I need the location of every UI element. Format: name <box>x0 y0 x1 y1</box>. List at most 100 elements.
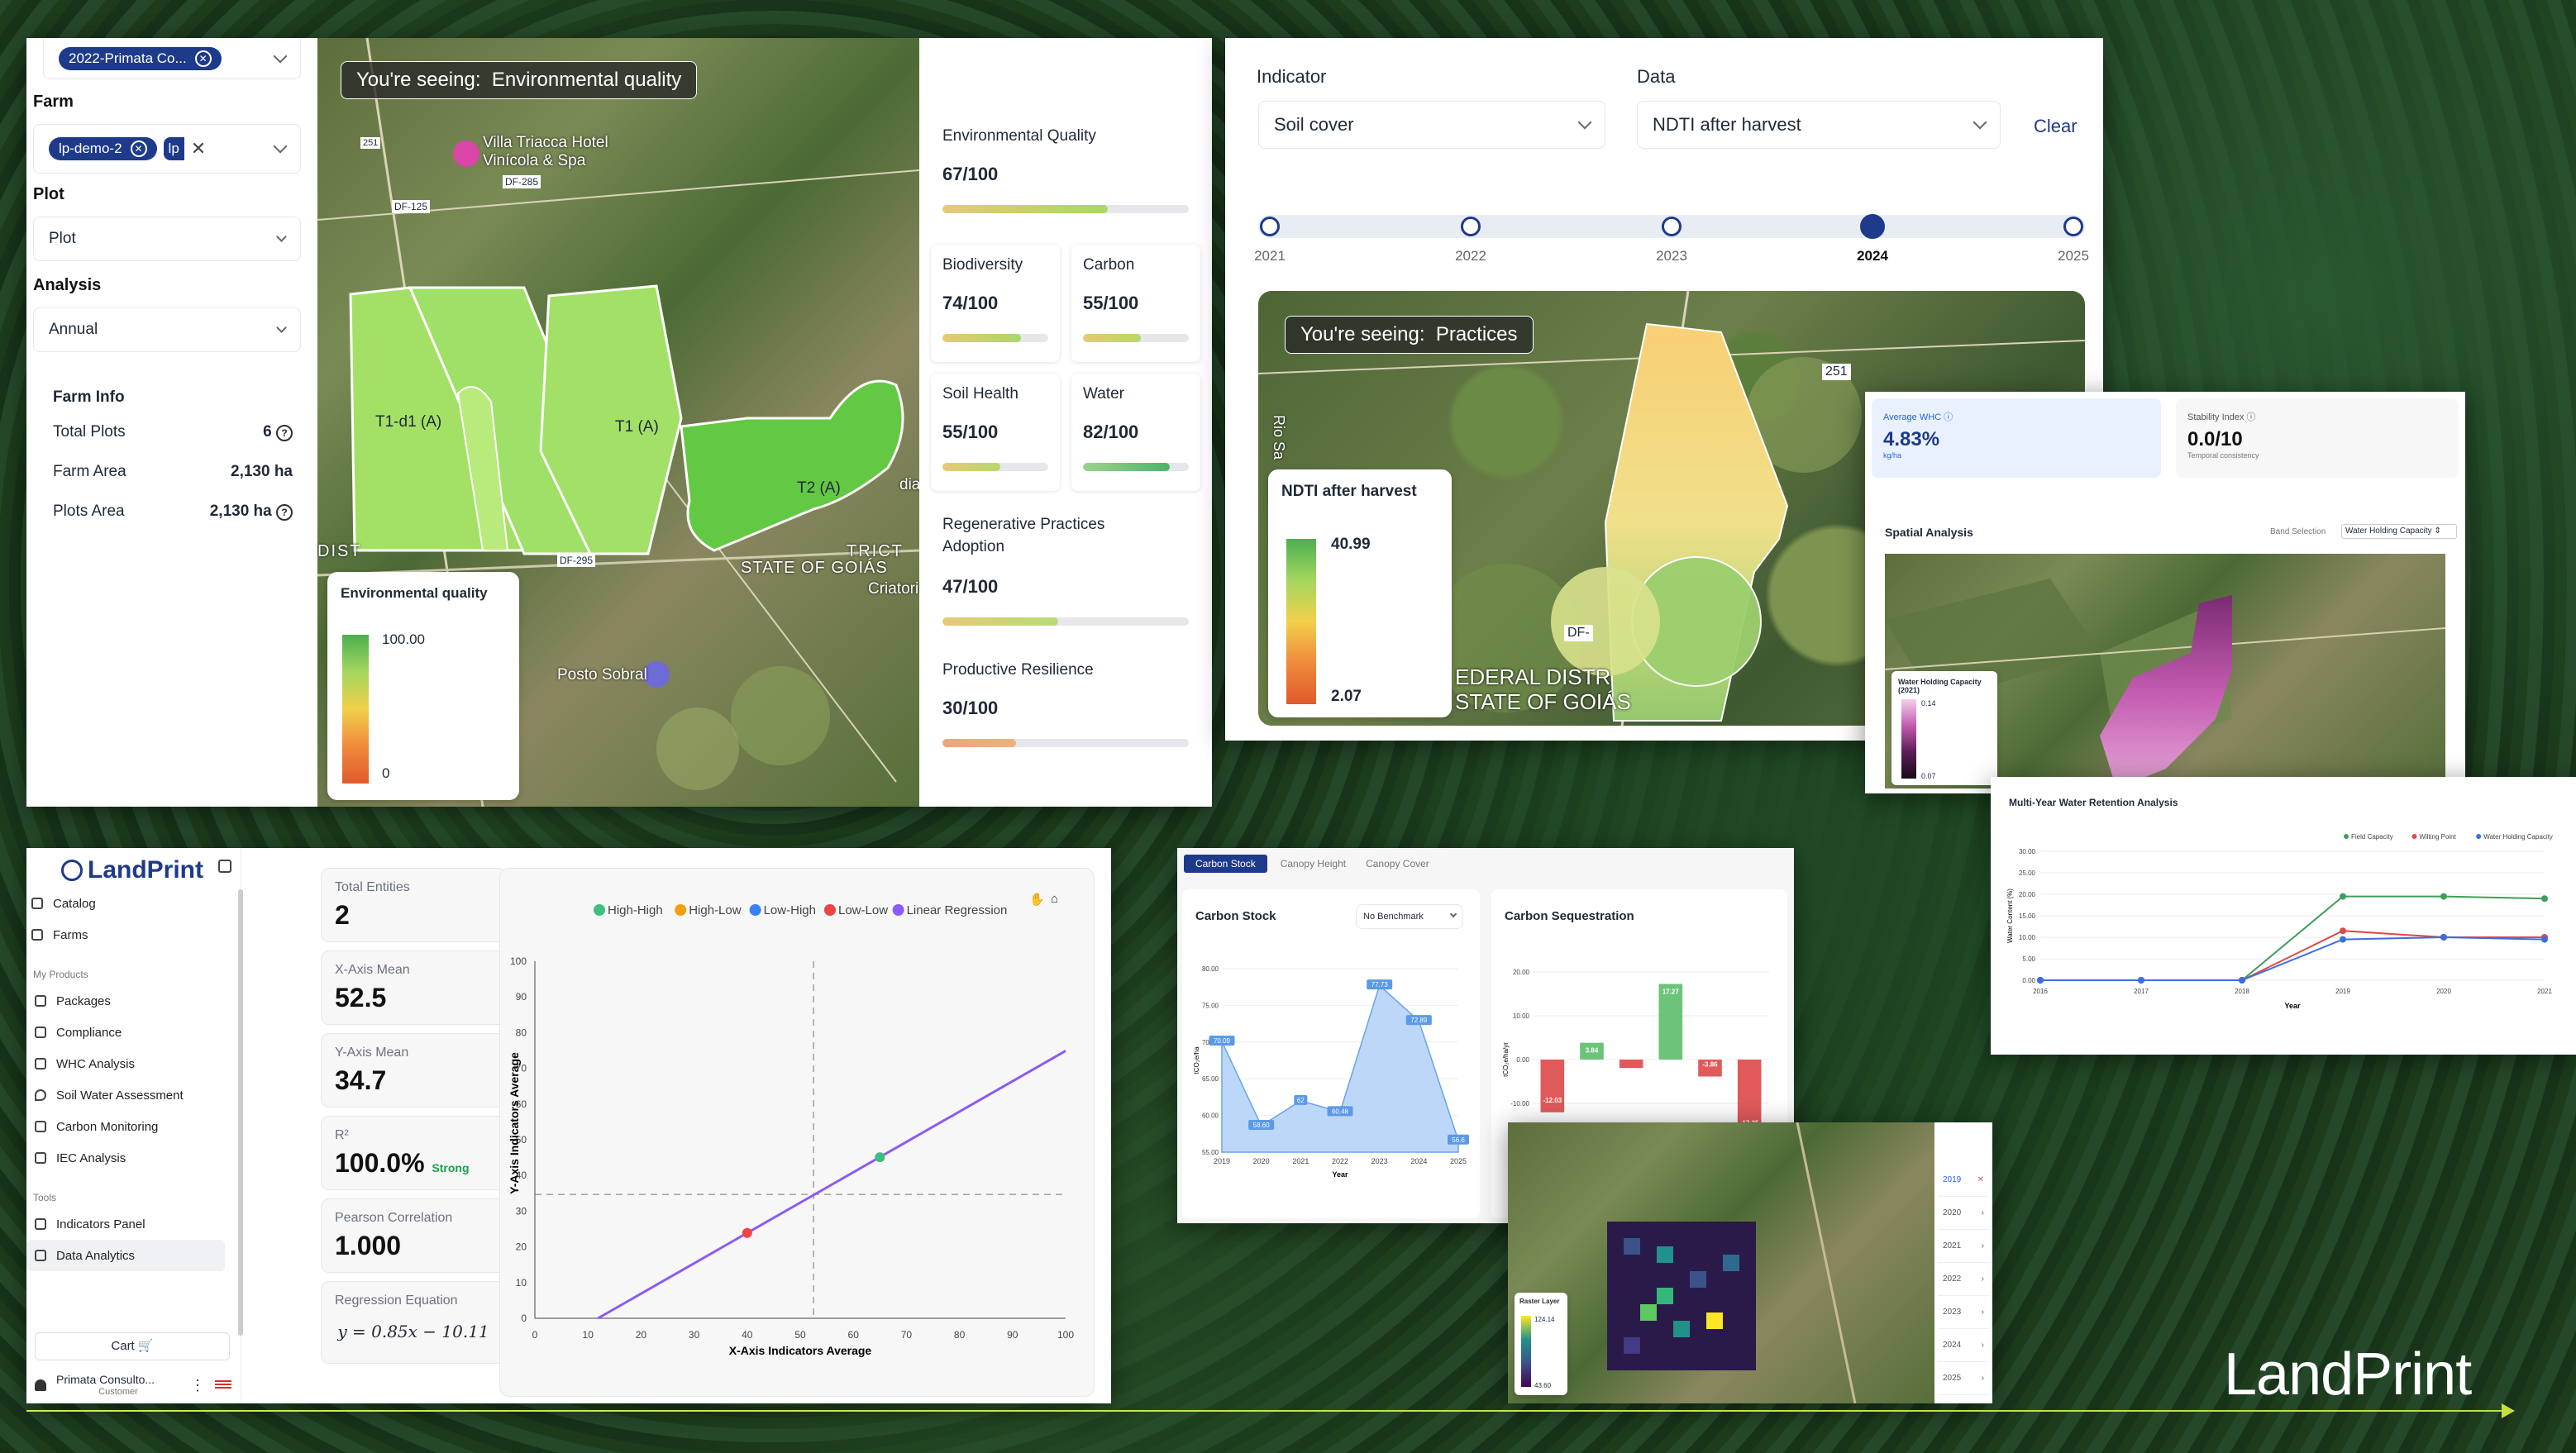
data-label: 62 <box>1297 1097 1305 1104</box>
clear-icon[interactable]: ✕ <box>190 138 207 159</box>
legend-max: 40.99 <box>1331 536 1371 553</box>
help-icon[interactable]: ? <box>276 425 293 441</box>
raster-year-2022[interactable]: 2022 › <box>1938 1263 1989 1296</box>
label-rio: Rio Sa <box>1271 415 1287 460</box>
score-bar <box>942 739 1189 747</box>
score-bar-fill <box>942 739 1017 747</box>
poi-posto-sobral[interactable]: Posto Sobral <box>557 666 647 684</box>
sidebar-scrollbar[interactable] <box>238 889 243 1336</box>
raster-year-2024[interactable]: 2024 › <box>1938 1329 1989 1362</box>
score-soil-health[interactable]: Soil Health 55/100 <box>931 374 1060 491</box>
year-stop-2021[interactable] <box>1260 217 1280 236</box>
raster-year-2023[interactable]: 2023 › <box>1938 1296 1989 1329</box>
year-slider[interactable]: 2021 2022 2023 2024 2025 <box>1254 208 2089 274</box>
help-icon[interactable]: ⓘ <box>2246 412 2256 422</box>
flag-icon[interactable] <box>215 1380 231 1390</box>
stat-regression: Regression Equation y = 0.85x − 10.11 <box>321 1281 506 1364</box>
chart-icon <box>35 1152 46 1164</box>
sidebar-item-whc[interactable]: WHC Analysis <box>26 1048 233 1079</box>
sidebar-item-compliance[interactable]: Compliance <box>26 1017 233 1048</box>
sidebar-item-label: Carbon Monitoring <box>56 1119 159 1134</box>
tab-carbon-stock[interactable]: Carbon Stock <box>1184 855 1267 873</box>
score-env-quality[interactable]: Environmental Quality 67/100 <box>931 116 1200 256</box>
cart-button[interactable]: Cart 🛒 <box>35 1332 230 1360</box>
data-select[interactable]: NDTI after harvest <box>1637 101 2001 149</box>
farm-chip-overflow[interactable]: lp <box>163 137 184 160</box>
raster-year-label: 2021 <box>1943 1241 1962 1251</box>
cart-label: Cart <box>111 1339 135 1353</box>
help-icon[interactable]: ⓘ <box>1944 412 1953 422</box>
filter-select[interactable]: 2022-Primata Co... ✕ <box>43 38 301 79</box>
analysis-select[interactable]: Annual <box>33 307 301 352</box>
whc-icon <box>35 1058 46 1070</box>
close-icon[interactable]: ✕ <box>194 50 212 67</box>
env-legend: Environmental quality 100.00 0 <box>327 572 519 800</box>
label-dia: dia <box>899 476 921 493</box>
year-stop-2024[interactable] <box>1860 214 1885 239</box>
score-water[interactable]: Water 82/100 <box>1071 374 1200 491</box>
more-icon[interactable]: ⋮ <box>190 1376 205 1393</box>
band-select[interactable]: Water Holding Capacity ⇕ <box>2341 524 2457 539</box>
plot-label-t1d1[interactable]: T1-d1 (A) <box>375 413 442 431</box>
sidebar-item-data-analytics[interactable]: Data Analytics <box>26 1240 225 1271</box>
farm-chip[interactable]: lp-demo-2 ✕ <box>49 137 157 160</box>
x-tick-label: 60 <box>848 1329 860 1341</box>
user-menu[interactable]: Primata Consulto... Customer ⋮ <box>35 1369 241 1402</box>
year-stop-2025[interactable] <box>2063 217 2083 236</box>
series-line <box>2040 936 2545 981</box>
sidebar-item-carbon[interactable]: Carbon Monitoring <box>26 1111 233 1142</box>
tab-canopy-height[interactable]: Canopy Height <box>1280 858 1347 869</box>
y-tick-label: 90 <box>516 991 527 1003</box>
env-map[interactable]: You're seeing: Environmental quality Vil… <box>317 38 921 807</box>
score-regen[interactable]: Regenerative Practices Adoption 47/100 <box>931 503 1200 668</box>
sidebar-item-catalog[interactable]: Catalog <box>26 888 233 919</box>
raster-year-2019[interactable]: 2019 ✕ <box>1938 1164 1989 1197</box>
plots-area-value: 2,130 ha <box>209 503 272 520</box>
hand-icon[interactable]: ✋ <box>1029 893 1045 907</box>
raster-year-2020[interactable]: 2020 › <box>1938 1197 1989 1230</box>
chevron-down-icon[interactable] <box>273 49 288 63</box>
clear-button[interactable]: Clear <box>2034 116 2077 136</box>
chevron-down-icon[interactable] <box>273 139 288 154</box>
raster-year-2025[interactable]: 2025 › <box>1938 1362 1989 1395</box>
avg-whc-card[interactable]: Average WHC ⓘ 4.83% kg/ha <box>1872 398 2161 478</box>
help-icon[interactable]: ? <box>276 504 293 521</box>
plot-select-value: Plot <box>49 230 76 247</box>
tab-canopy-cover[interactable]: Canopy Cover <box>1366 858 1429 869</box>
chevron-down-icon <box>1973 115 1987 130</box>
collapse-sidebar-icon[interactable] <box>218 860 231 873</box>
indicator-select[interactable]: Soil cover <box>1258 101 1605 149</box>
raster-year-label: 2023 <box>1943 1308 1962 1317</box>
stability-card[interactable]: Stability Index ⓘ 0.0/10 Temporal consis… <box>2176 398 2459 478</box>
raster-map[interactable]: Raster Layer 124.14 43.60 <box>1508 1122 1934 1403</box>
plot-label-t2[interactable]: T2 (A) <box>797 479 841 497</box>
raster-legend: Raster Layer 124.14 43.60 <box>1515 1293 1567 1395</box>
sidebar-item-farms[interactable]: Farms <box>26 919 233 950</box>
sidebar-item-soil-water[interactable]: Soil Water Assessment <box>26 1079 233 1111</box>
home-icon[interactable]: ⌂ <box>1051 892 1059 906</box>
raster-year-2021[interactable]: 2021 › <box>1938 1230 1989 1263</box>
logo[interactable]: LandPrint <box>61 856 203 884</box>
carbon-stock-card: Carbon Stock No Benchmark 55.00 60.00 65.0… <box>1182 889 1480 1218</box>
farm-select[interactable]: lp-demo-2 ✕ lp ✕ <box>33 124 301 174</box>
sidebar-item-indicators[interactable]: Indicators Panel <box>26 1208 233 1240</box>
plot-label-t1[interactable]: T1 (A) <box>615 418 659 436</box>
scatter-chart[interactable]: High-High High-Low Low-High Low-Low Linear R… <box>500 869 1095 1398</box>
sidebar-item-packages[interactable]: Packages <box>26 985 233 1017</box>
score-resilience[interactable]: Productive Resilience 30/100 <box>931 650 1200 790</box>
cart-icon: 🛒 <box>137 1339 154 1353</box>
filter-chip[interactable]: 2022-Primata Co... ✕ <box>59 46 222 70</box>
legend-swatch <box>2344 834 2349 839</box>
benchmark-select[interactable]: No Benchmark <box>1356 904 1463 929</box>
score-biodiversity[interactable]: Biodiversity 74/100 <box>931 245 1060 362</box>
y-tick-label: 20 <box>516 1241 527 1253</box>
year-stop-2022[interactable] <box>1461 217 1481 236</box>
y-tick-label: 60.00 <box>1202 1112 1219 1120</box>
year-stop-2023[interactable] <box>1662 217 1682 236</box>
close-icon[interactable]: ✕ <box>130 141 147 157</box>
poi-hotel[interactable]: Villa Triacca Hotel Vinícola & Spa <box>483 134 608 169</box>
plot-select[interactable]: Plot <box>33 217 301 261</box>
whc-map[interactable]: Water Holding Capacity (2021) 0.14 0.07 <box>1885 554 2445 788</box>
score-carbon[interactable]: Carbon 55/100 <box>1071 245 1200 362</box>
sidebar-item-iec[interactable]: IEC Analysis <box>26 1142 233 1174</box>
